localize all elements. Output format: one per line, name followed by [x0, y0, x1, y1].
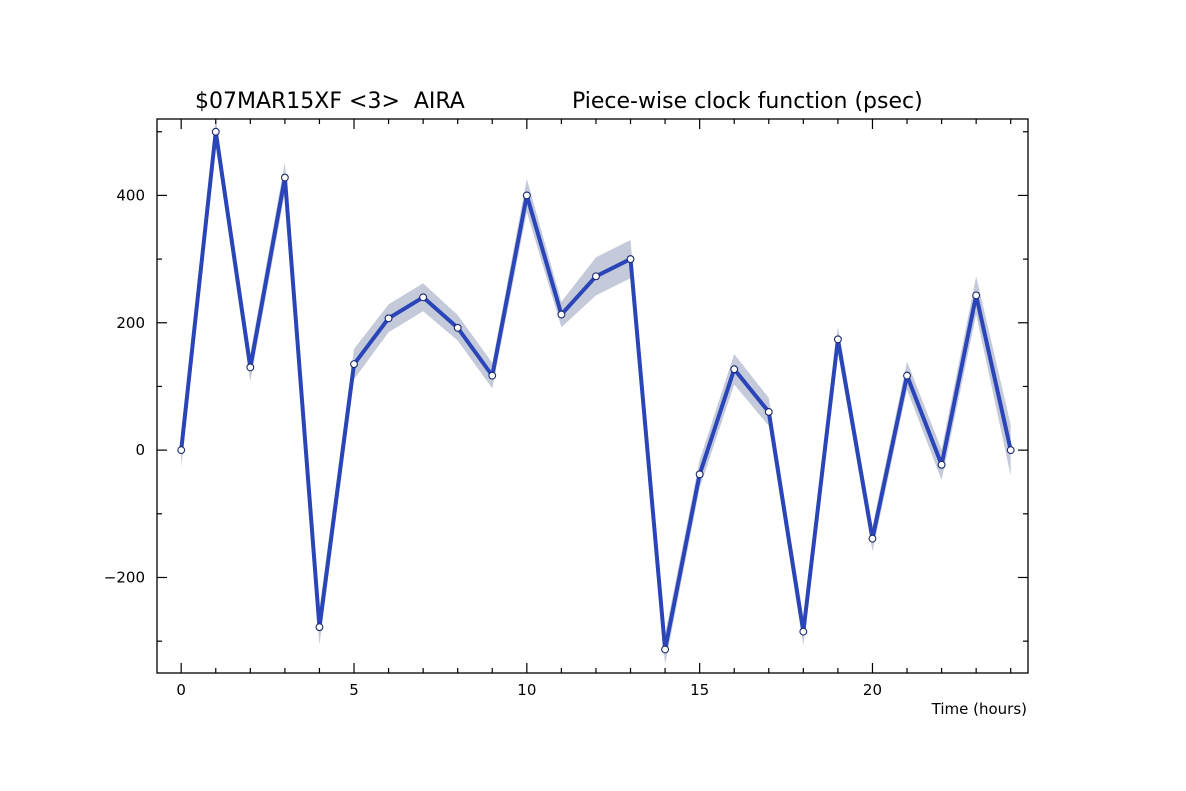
data-point: [592, 272, 600, 281]
data-point: [557, 310, 566, 319]
series-line-segment: [766, 409, 806, 634]
series-line-segment: [524, 193, 564, 317]
data-point: [972, 291, 981, 300]
data-point: [384, 314, 393, 323]
series-line-segment: [870, 373, 910, 541]
x-axis-label: Time (hours): [931, 700, 1027, 718]
series-line-segment: [801, 337, 840, 634]
data-point: [1006, 446, 1015, 455]
x-tick-labels: 0 5 10 15 20: [176, 681, 882, 699]
series-line-segment: [974, 293, 1013, 453]
data-point: [280, 173, 289, 182]
y-tick-label: 200: [116, 314, 145, 332]
series-line-segment: [628, 257, 668, 652]
data-point: [764, 407, 773, 416]
data-point: [350, 360, 358, 369]
x-tick-label: 15: [690, 681, 709, 699]
data-point: [937, 460, 946, 469]
series-line-segment: [732, 367, 771, 414]
series-line-segment: [248, 175, 287, 370]
data-point: [522, 191, 531, 200]
data-point: [730, 365, 739, 374]
y-tick-labels: −200 0 200 400: [104, 186, 145, 586]
data-point: [177, 446, 186, 455]
series-line-segment: [421, 295, 460, 330]
y-tick-label: −200: [104, 568, 145, 586]
series-line-segment: [352, 316, 391, 367]
series-line-segment: [282, 175, 322, 630]
series-line-segment: [905, 373, 944, 467]
uncertainty-band: [181, 117, 1011, 665]
chart-title-right: Piece-wise clock function (psec): [572, 89, 923, 114]
series-line-segment: [593, 257, 633, 279]
data-point: [903, 371, 911, 380]
data-point: [419, 293, 428, 302]
series-line-segment: [663, 472, 702, 652]
series-line-segment: [490, 193, 529, 378]
x-tick-label: 5: [349, 681, 359, 699]
x-tick-label: 0: [176, 681, 186, 699]
series-line-segment: [455, 325, 495, 378]
axis-ticks: [157, 119, 1028, 673]
data-point: [315, 623, 324, 632]
series-line-segment: [559, 274, 598, 317]
data-point: [211, 127, 220, 136]
series-line-segment: [213, 129, 253, 370]
data-point: [799, 627, 808, 636]
uncertainty-band-layer: [181, 117, 1011, 665]
plot-frame: [156, 118, 1029, 674]
series-line-segment: [835, 337, 875, 541]
data-point: [868, 534, 877, 543]
data-point: [833, 335, 842, 344]
data-point: [695, 470, 704, 479]
series-line-layer: [179, 129, 1013, 652]
data-point: [626, 255, 635, 264]
series-line-segment: [179, 129, 218, 453]
x-tick-label: 20: [863, 681, 882, 699]
chart-title-left: $07MAR15XF <3> AIRA: [195, 89, 465, 114]
data-point: [453, 323, 462, 332]
y-tick-label: 0: [135, 441, 145, 459]
data-point: [488, 371, 497, 380]
data-point: [246, 363, 255, 372]
series-line-segment: [386, 295, 426, 321]
series-line-segment: [317, 362, 357, 630]
data-point-layer: [177, 127, 1015, 654]
series-line-segment: [939, 293, 979, 467]
y-tick-label: 400: [116, 186, 145, 204]
series-line-segment: [697, 367, 737, 477]
data-point: [661, 645, 670, 654]
x-tick-label: 10: [517, 681, 536, 699]
